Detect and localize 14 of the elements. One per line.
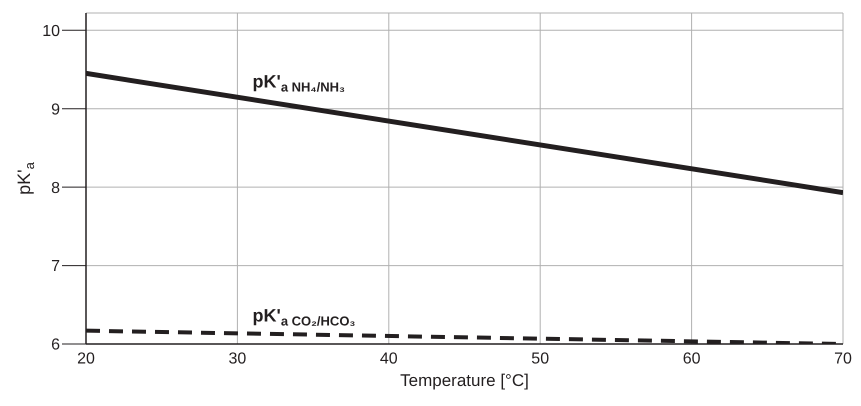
y-tick-label: 9	[51, 101, 60, 118]
y-tick-label: 10	[42, 22, 60, 40]
y-tick-label: 6	[51, 336, 60, 354]
x-axis-title: Temperature [°C]	[400, 371, 529, 390]
x-tick-label: 30	[228, 350, 246, 368]
y-tick-label: 8	[51, 180, 60, 197]
x-tick-label: 60	[682, 350, 701, 368]
x-tick-label: 20	[77, 350, 95, 368]
series-label: pK'$_{a NH₄/NH₃}$	[252, 72, 346, 95]
x-tick-label: 40	[380, 350, 398, 368]
series-label: pK'$_{a CO₂/HCO₃}$	[252, 306, 356, 328]
x-tick-label: 70	[834, 350, 852, 368]
y-tick-label: 7	[51, 258, 60, 276]
x-tick-label: 50	[531, 350, 550, 368]
